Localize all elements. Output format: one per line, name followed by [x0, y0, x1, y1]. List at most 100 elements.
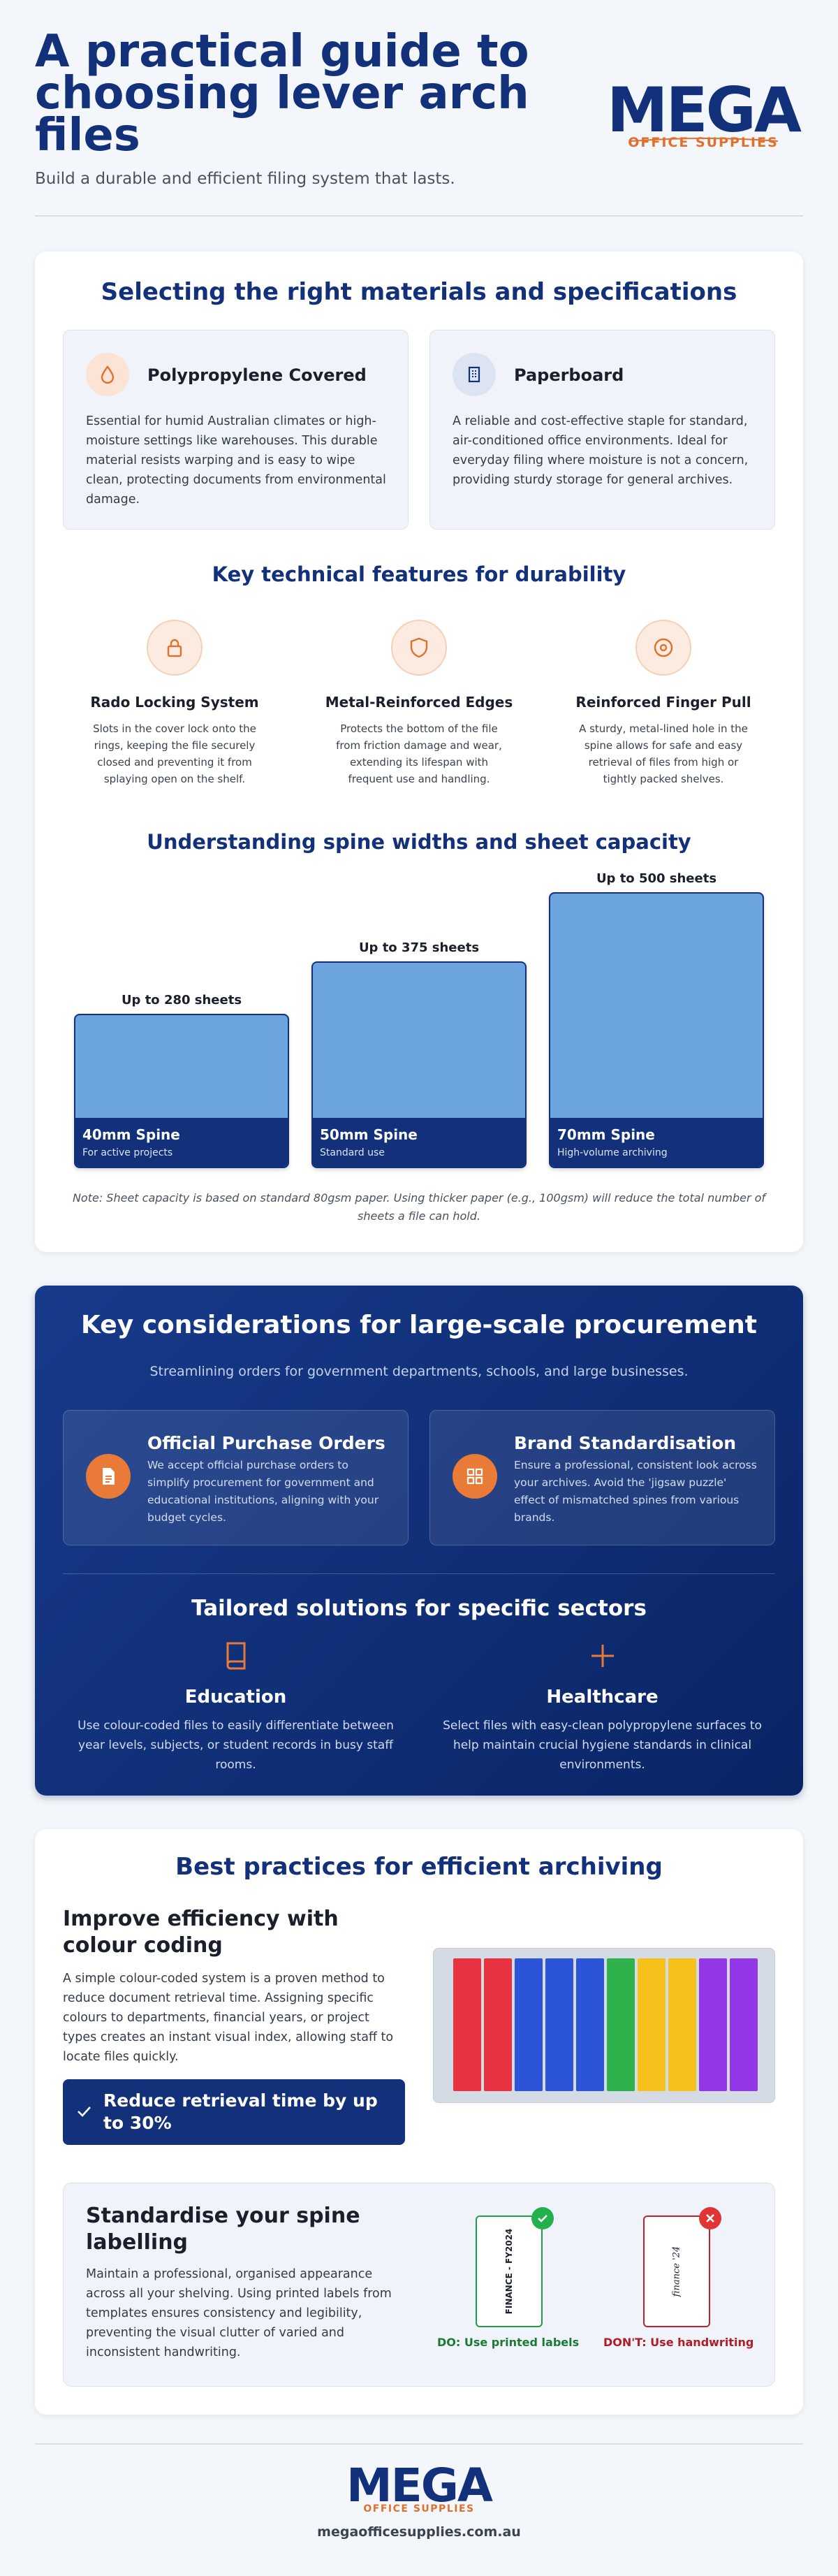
logo-word: MEGA [606, 74, 802, 146]
logo-word: MEGA [346, 2459, 493, 2512]
brand-logo: MEGA OFFICE SUPPLIES [603, 74, 803, 150]
section-divider [63, 1573, 775, 1574]
handwritten-label-sample: finance '24 [671, 2246, 682, 2297]
brand-standardisation-box: Brand Standardisation Ensure a professio… [429, 1410, 775, 1545]
printed-label-sample: FINANCE - FY2024 [504, 2228, 514, 2315]
building-icon [453, 353, 496, 396]
spine-70mm: Up to 500 sheets 70mm Spine High-volume … [549, 252, 764, 1177]
spine-name: 50mm Spine [320, 1126, 418, 1143]
printed-label-binder: FINANCE - FY2024 [476, 2215, 543, 2327]
labelling-text: Maintain a professional, organised appea… [86, 2267, 392, 2359]
droplet-icon [86, 353, 129, 396]
shield-icon [391, 620, 447, 676]
shelf-binder [607, 1958, 635, 2091]
spine-name: 40mm Spine [82, 1126, 180, 1143]
spine-40mm: Up to 280 sheets 40mm Spine For active p… [74, 252, 289, 1177]
spine-bar: 40mm Spine For active projects [74, 1014, 289, 1168]
procurement-item-title: Brand Standardisation [514, 1433, 737, 1453]
sectors-title: Tailored solutions for specific sectors [191, 1596, 647, 1621]
capacity-note: Note: Sheet capacity is based on standar… [72, 1191, 766, 1223]
plus-icon [589, 1639, 617, 1673]
shelf-binder [515, 1958, 543, 2091]
feature-edges: Metal-Reinforced Edges Protects the bott… [314, 620, 524, 787]
features-title: Key technical features for durability [212, 562, 626, 586]
dont-caption: DON'T: Use handwriting [603, 2336, 754, 2349]
procurement-subtitle: Streamlining orders for government depar… [149, 1364, 689, 1379]
spine-use: Standard use [320, 1147, 385, 1158]
spine-capacity-label: Up to 280 sheets [121, 993, 242, 1007]
material-title: Paperboard [514, 365, 624, 385]
grid-icon [453, 1454, 497, 1499]
check-badge-icon [531, 2207, 554, 2229]
material-title: Polypropylene Covered [147, 365, 367, 385]
sector-title: Healthcare [546, 1687, 659, 1708]
book-icon [222, 1639, 250, 1673]
procurement-card: Key considerations for large-scale procu… [35, 1286, 803, 1796]
callout-text: Reduce retrieval time by up to 30% [103, 2090, 378, 2133]
spine-name: 70mm Spine [557, 1126, 655, 1143]
document-icon [86, 1454, 131, 1499]
shelf-binder [545, 1958, 573, 2091]
practices-card: Best practices for efficient archiving I… [35, 1829, 803, 2415]
page-header: A practical guide to choosing lever arch… [35, 0, 803, 217]
handwritten-label-binder: finance '24 [643, 2215, 710, 2327]
shelf-binder [730, 1958, 758, 2091]
footer-logo: MEGA OFFICE SUPPLIES [339, 2459, 499, 2515]
feature-title: Metal-Reinforced Edges [325, 694, 513, 711]
feature-finger-pull: Reinforced Finger Pull A sturdy, metal-l… [559, 620, 768, 787]
feature-title: Rado Locking System [90, 694, 259, 711]
procurement-title: Key considerations for large-scale procu… [81, 1311, 757, 1339]
feature-text: A sturdy, metal-lined hole in the spine … [579, 722, 748, 785]
logo-subtext: OFFICE SUPPLIES [363, 2503, 475, 2515]
cross-badge-icon [699, 2207, 721, 2229]
labelling-heading: Standardise your spine labelling [86, 2204, 360, 2255]
materials-card: Selecting the right materials and specif… [35, 252, 803, 1252]
sector-text: Use colour-coded files to easily differe… [78, 1719, 394, 1772]
colour-coding-text: A simple colour-coded system is a proven… [63, 1972, 394, 2064]
shelf-binder [638, 1958, 666, 2091]
shelf-binder [576, 1958, 604, 2091]
shelf-binder [484, 1958, 512, 2091]
logo-swoosh-icon [631, 138, 778, 142]
spine-footer: 50mm Spine Standard use [313, 1118, 525, 1167]
sector-title: Education [184, 1687, 287, 1708]
shelf-binder [453, 1958, 481, 2091]
page-title: A practical guide to choosing lever arch… [35, 26, 529, 161]
retrieval-callout: Reduce retrieval time by up to 30% [63, 2079, 405, 2145]
spine-footer: 40mm Spine For active projects [75, 1118, 288, 1167]
ring-icon [635, 620, 691, 676]
shelf-binder [668, 1958, 696, 2091]
footer-divider [35, 2443, 803, 2445]
page-subtitle: Build a durable and efficient filing sys… [35, 170, 455, 188]
sector-text: Select files with easy-clean polypropyle… [443, 1719, 762, 1772]
shelf-binder [699, 1958, 727, 2091]
spines-title: Understanding spine widths and sheet cap… [147, 830, 691, 854]
materials-title: Selecting the right materials and specif… [101, 278, 737, 306]
feature-text: Slots in the cover lock onto the rings, … [93, 722, 256, 785]
spine-bar: 50mm Spine Standard use [311, 961, 527, 1168]
material-text: A reliable and cost-effective staple for… [453, 414, 749, 487]
do-caption: DO: Use printed labels [437, 2336, 580, 2349]
colour-coding-heading: Improve efficiency with colour coding [63, 1907, 339, 1958]
practices-title: Best practices for efficient archiving [175, 1853, 663, 1881]
spine-bar: 70mm Spine High-volume archiving [549, 892, 764, 1168]
sector-healthcare: Healthcare Select files with easy-clean … [429, 1639, 775, 1775]
procurement-item-text: We accept official purchase orders to si… [147, 1459, 379, 1524]
feature-text: Protects the bottom of the file from fri… [336, 722, 502, 785]
website-link[interactable]: megaofficesupplies.com.au [317, 2524, 521, 2540]
procurement-item-title: Official Purchase Orders [147, 1433, 385, 1453]
material-polypropylene: Polypropylene Covered Essential for humi… [63, 330, 409, 530]
sector-education: Education Use colour-coded files to easi… [63, 1639, 409, 1775]
material-text: Essential for humid Australian climates … [86, 414, 386, 507]
check-icon [78, 2106, 91, 2117]
spine-use: For active projects [82, 1147, 173, 1158]
spine-labelling-card: Standardise your spine labelling Maintai… [63, 2183, 775, 2387]
spine-50mm: Up to 375 sheets 50mm Spine Standard use [311, 252, 527, 1177]
material-paperboard: Paperboard A reliable and cost-effective… [429, 330, 775, 530]
colour-coded-shelf [433, 1948, 775, 2103]
feature-title: Reinforced Finger Pull [575, 694, 751, 711]
lock-icon [147, 620, 203, 676]
spine-footer: 70mm Spine High-volume archiving [550, 1118, 763, 1167]
procurement-item-text: Ensure a professional, consistent look a… [514, 1459, 757, 1524]
spine-use: High-volume archiving [557, 1147, 668, 1158]
